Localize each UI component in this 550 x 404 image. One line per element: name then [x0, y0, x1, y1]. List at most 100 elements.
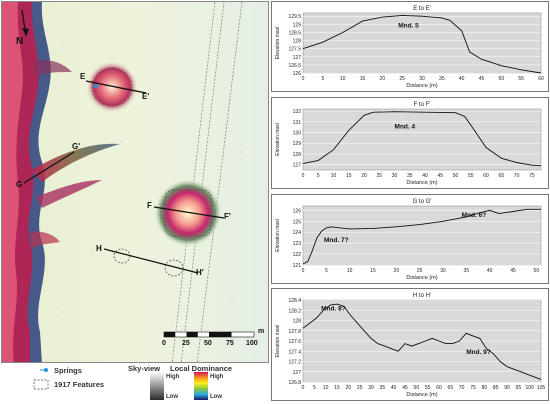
- x-tick-label: 15: [346, 173, 352, 179]
- x-tick-label: 30: [419, 76, 425, 82]
- scale-tick-75: 75: [226, 340, 234, 347]
- x-tick-label: 0: [302, 76, 305, 82]
- x-tick-label: 40: [487, 268, 493, 274]
- x-tick-label: 35: [380, 385, 386, 391]
- legend-local-dominance-title: Local Dominance: [170, 364, 233, 373]
- profile-charts: E to E' 126 126.5 127 127.5 128 128.5 129 129.5 0…: [271, 1, 549, 402]
- y-tick-label: 126.8: [288, 380, 301, 386]
- x-tick-label: 30: [392, 173, 398, 179]
- x-tick-label: 30: [440, 268, 446, 274]
- plot-area: [302, 205, 542, 266]
- lidar-map: N E E' F F' G G' H H' 0 25 50 75 100 m: [1, 1, 269, 363]
- plot-area: [302, 108, 542, 171]
- x-tick-label: 15: [370, 268, 376, 274]
- label-h: H: [96, 244, 102, 253]
- y-tick-label: 130: [293, 131, 302, 137]
- local-dominance-ramp: [194, 372, 208, 400]
- x-tick-label: 80: [482, 385, 488, 391]
- y-tick-label: 126.5: [288, 63, 301, 69]
- label-f: F: [147, 201, 152, 210]
- y-axis-label: Elevation masl: [275, 219, 281, 252]
- y-tick-label: 128.5: [288, 30, 301, 36]
- x-tick-label: 55: [468, 173, 474, 179]
- x-tick-label: 100: [525, 385, 534, 391]
- legend-local-dominance-high: High: [210, 374, 224, 380]
- x-tick-label: 45: [479, 76, 485, 82]
- x-tick-label: 70: [514, 173, 520, 179]
- x-tick-label: 5: [325, 268, 328, 274]
- springs-icon: [40, 368, 48, 372]
- mound-annotation: Mnd. 5: [398, 23, 419, 30]
- scale-tick-25: 25: [182, 340, 190, 347]
- map-image: [2, 2, 268, 362]
- y-tick-label: 127: [293, 163, 302, 169]
- label-e-prime: E': [142, 92, 150, 101]
- chart-g-svg: G to G' 121 122 123 124 125 126 0 5 10 15 20 25 30 35 4…: [271, 194, 549, 284]
- x-tick-label: 50: [534, 268, 540, 274]
- x-axis-label: Distance (m): [406, 180, 437, 186]
- x-tick-label: 10: [331, 173, 337, 179]
- x-axis-label: Distance (m): [406, 392, 437, 398]
- x-tick-label: 20: [380, 76, 386, 82]
- scale-bar: [163, 331, 255, 338]
- x-tick-label: 20: [394, 268, 400, 274]
- x-tick-label: 65: [448, 385, 454, 391]
- x-tick-label: 25: [417, 268, 423, 274]
- x-tick-label: 45: [402, 385, 408, 391]
- y-tick-label: 122: [293, 252, 302, 258]
- chart-e-svg: E to E' 126 126.5 127 127.5 128 128.5 129 129.5 0…: [271, 1, 549, 92]
- label-g-prime: G': [72, 142, 81, 151]
- y-axis-label: Elevation masl: [275, 27, 281, 60]
- chart-e: E to E' 126 126.5 127 127.5 128 128.5 129 129.5 0…: [271, 1, 549, 92]
- x-tick-label: 10: [323, 385, 329, 391]
- chart-h: H to H' 126.8 127 127.2 127.4 127.6 127.8 128 12…: [271, 288, 549, 401]
- profile-line-h: [103, 248, 199, 274]
- y-tick-label: 127: [293, 370, 302, 376]
- legend-springs-label: Springs: [54, 366, 82, 375]
- sky-view-ramp: [150, 372, 164, 400]
- y-tick-label: 128.2: [288, 308, 301, 314]
- x-axis-label: Distance (m): [406, 83, 437, 89]
- legend-sky-view-low: Low: [166, 394, 178, 400]
- north-arrow-icon: [21, 9, 29, 37]
- y-tick-label: 128: [293, 39, 302, 45]
- plot-area: [302, 12, 542, 74]
- scale-tick-50: 50: [204, 340, 212, 347]
- label-h-prime: H': [196, 268, 204, 277]
- x-tick-label: 65: [499, 173, 505, 179]
- y-tick-label: 128: [293, 319, 302, 325]
- x-tick-label: 40: [459, 76, 465, 82]
- y-tick-label: 127: [293, 55, 302, 61]
- y-tick-label: 123: [293, 241, 302, 247]
- y-tick-label: 127.5: [288, 47, 301, 53]
- y-tick-label: 121: [293, 263, 302, 269]
- profile-series-line: [302, 14, 542, 74]
- chart-title: H to H': [413, 293, 431, 299]
- mound-annotation: Mnd. 9?: [466, 349, 491, 356]
- scale-tick-100: 100: [246, 340, 258, 347]
- chart-f: F to F' 127 128 129 130 131 132 0 5 10 15 20 25 30 35 4…: [271, 97, 549, 189]
- x-tick-label: 5: [317, 173, 320, 179]
- x-tick-label: 0: [302, 268, 305, 274]
- x-tick-label: 60: [538, 76, 544, 82]
- y-tick-label: 127.6: [288, 339, 301, 345]
- mound-annotation: Mnd. 6?: [462, 212, 487, 219]
- x-tick-label: 50: [499, 76, 505, 82]
- spring-marker: [92, 84, 98, 88]
- x-tick-label: 30: [368, 385, 374, 391]
- y-axis-label: Elevation masl: [275, 325, 281, 358]
- x-tick-label: 50: [453, 173, 459, 179]
- x-tick-label: 10: [340, 76, 346, 82]
- y-tick-label: 131: [293, 120, 302, 126]
- legend-features-label: 1917 Features: [54, 380, 105, 389]
- x-tick-label: 35: [439, 76, 445, 82]
- profile-line-g: [23, 151, 75, 184]
- scale-unit: m: [258, 328, 265, 335]
- x-tick-label: 20: [346, 385, 352, 391]
- x-tick-label: 60: [483, 173, 489, 179]
- legend-symbols: [33, 368, 208, 400]
- x-tick-label: 20: [361, 173, 367, 179]
- x-tick-label: 25: [399, 76, 405, 82]
- x-tick-label: 5: [321, 76, 324, 82]
- label-g: G: [16, 180, 23, 189]
